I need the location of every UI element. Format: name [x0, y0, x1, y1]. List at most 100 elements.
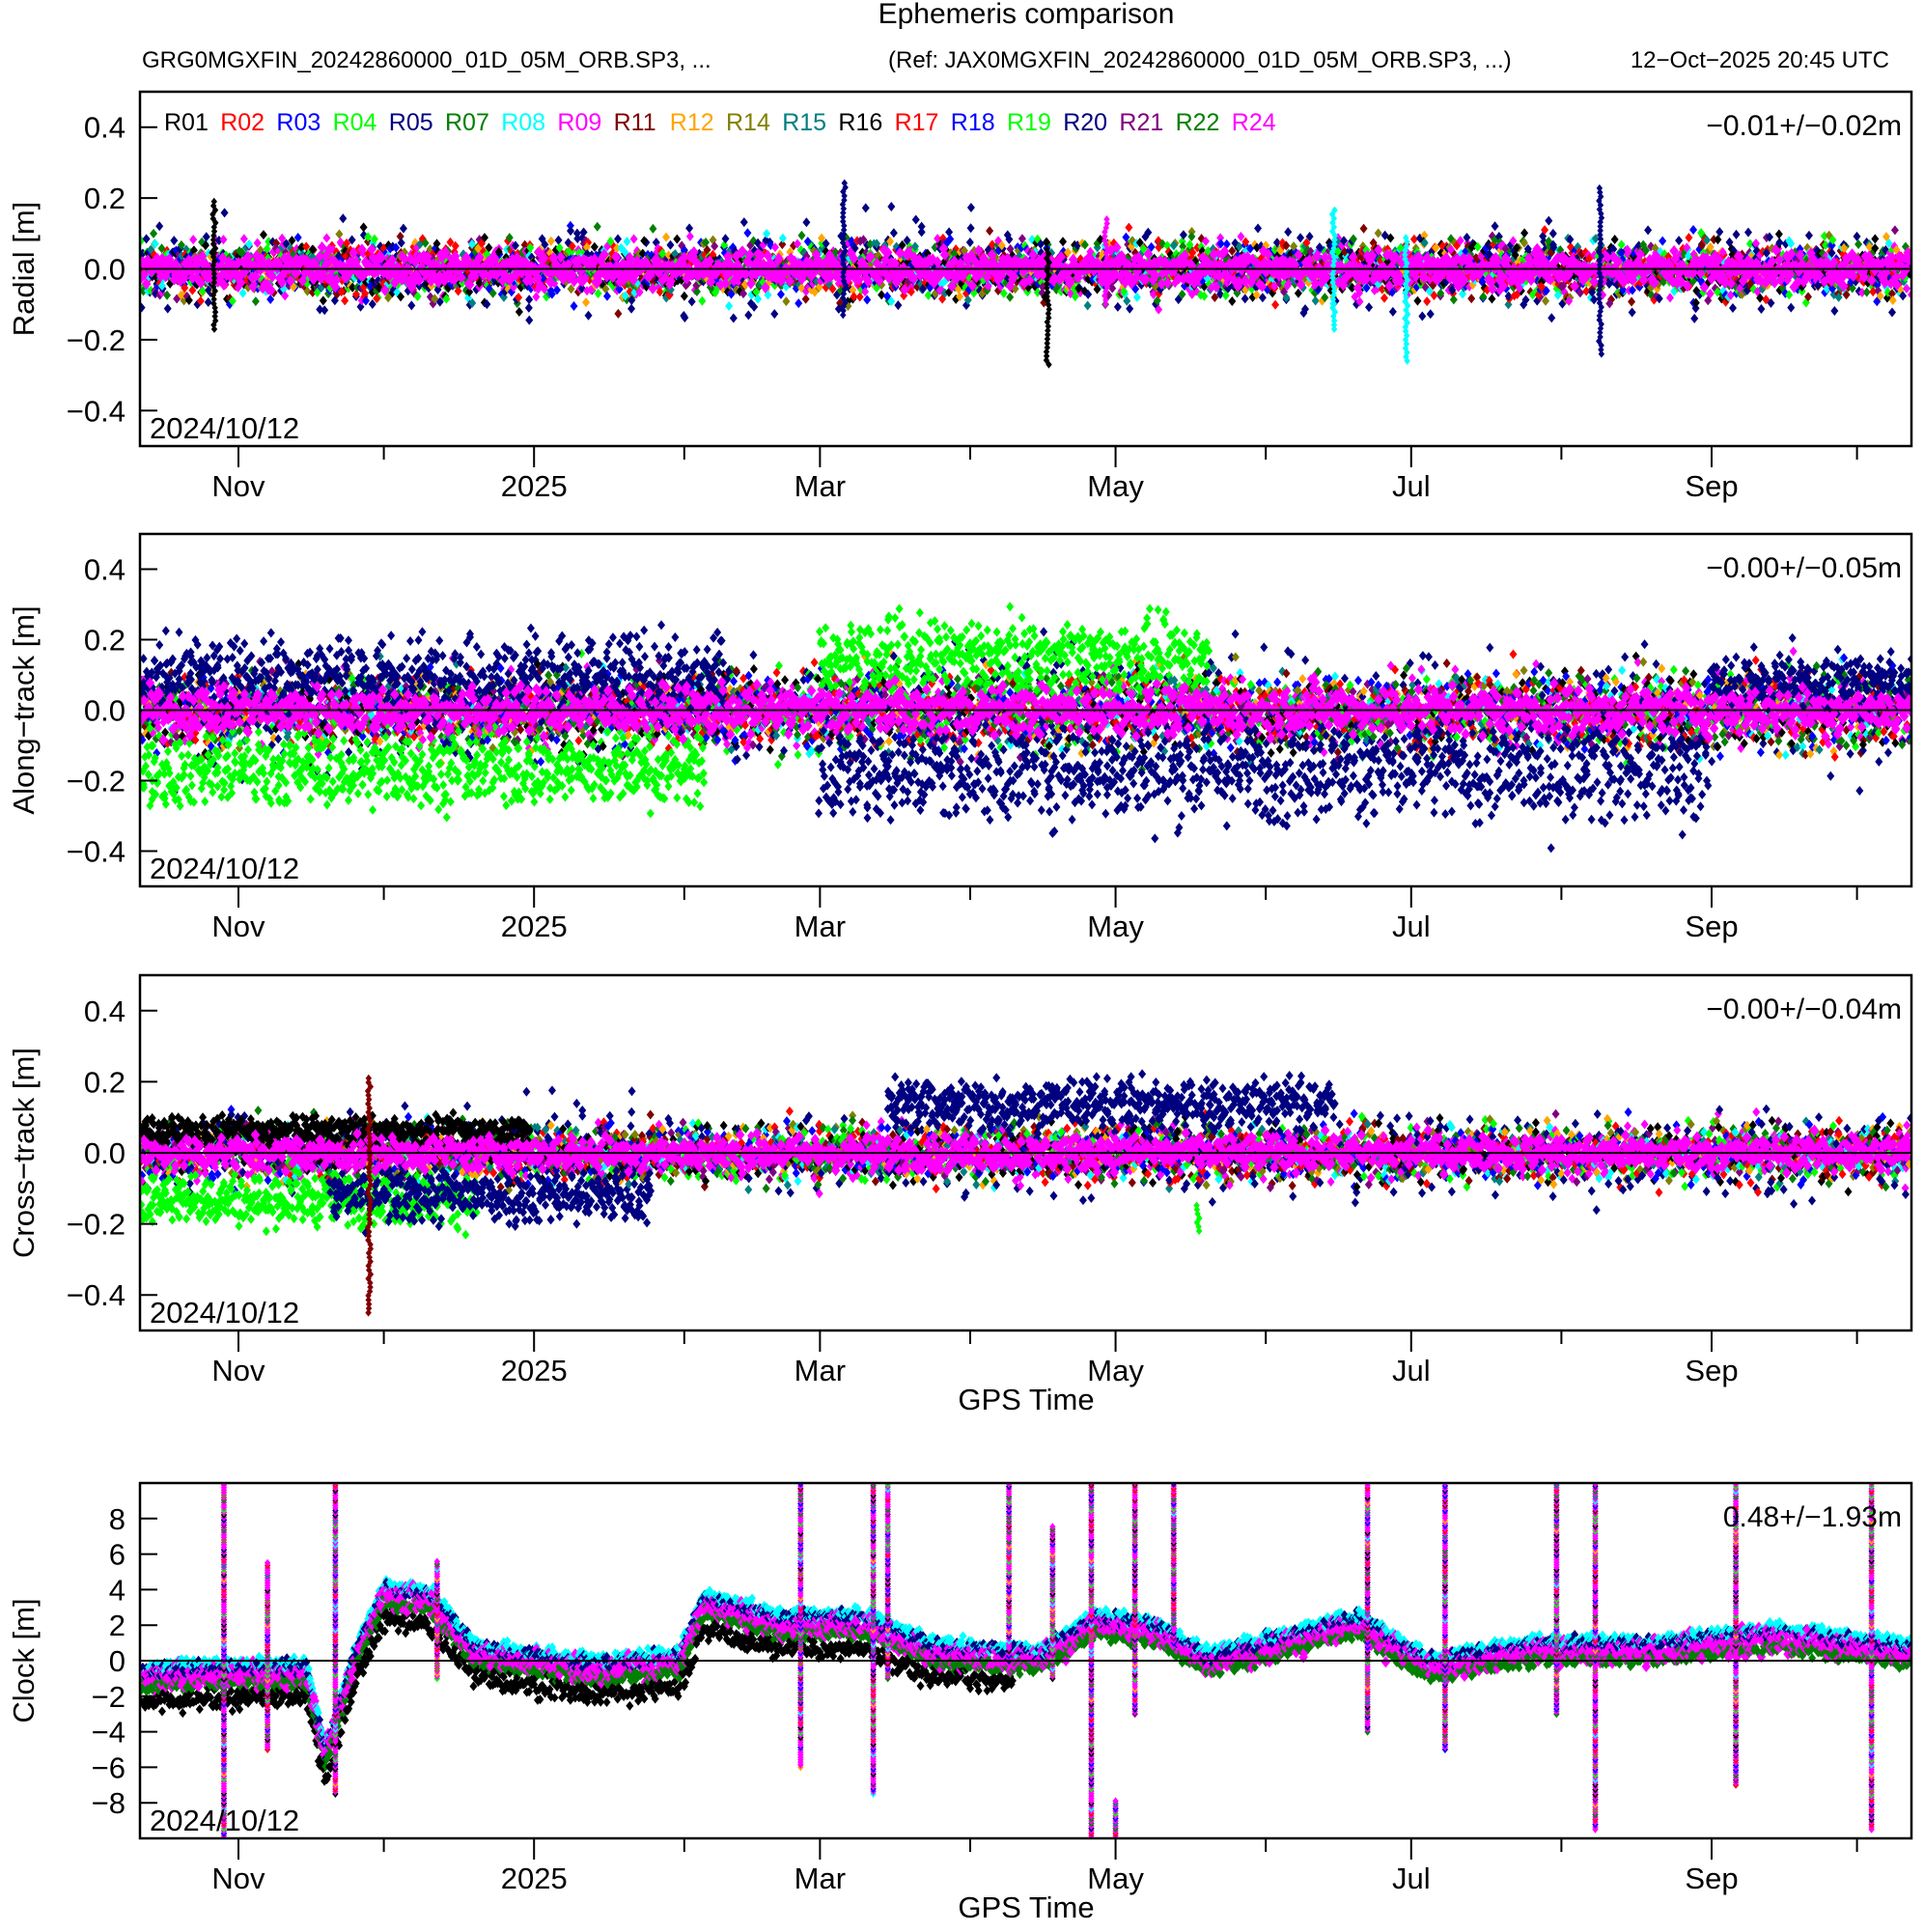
data-point	[376, 241, 385, 252]
data-point	[150, 228, 158, 238]
data-point	[1305, 231, 1314, 241]
data-point	[1216, 289, 1225, 299]
data-point	[1216, 238, 1225, 249]
data-point	[1178, 289, 1186, 299]
data-point	[163, 303, 172, 314]
data-point	[488, 288, 497, 298]
data-point	[1033, 287, 1042, 297]
data-point	[725, 301, 734, 312]
data-point	[794, 238, 802, 249]
data-point	[584, 310, 593, 321]
data-point	[627, 303, 636, 314]
data-point	[239, 234, 248, 244]
data-point	[655, 287, 664, 297]
data-point	[184, 295, 193, 306]
data-point	[887, 296, 896, 307]
data-point	[1520, 228, 1529, 238]
data-point	[582, 242, 591, 253]
data-point	[776, 289, 785, 299]
data-point	[511, 240, 519, 251]
data-point	[638, 248, 647, 259]
data-point	[525, 294, 534, 305]
data-point	[1064, 247, 1073, 258]
data-point	[510, 282, 518, 293]
data-point	[1187, 232, 1196, 242]
data-point	[546, 236, 555, 246]
data-point	[413, 291, 422, 301]
data-point	[1179, 230, 1187, 240]
data-point	[1854, 239, 1863, 250]
data-point	[465, 287, 474, 297]
data-point	[265, 237, 273, 247]
data-point	[750, 301, 759, 312]
data-point	[1228, 295, 1237, 306]
data-point	[802, 251, 811, 262]
data-point	[1290, 241, 1298, 252]
data-point	[1628, 307, 1636, 318]
data-point	[356, 301, 365, 312]
data-point	[1853, 231, 1861, 241]
data-point	[711, 241, 719, 252]
data-point	[313, 287, 321, 297]
data-point	[245, 239, 254, 250]
data-point	[157, 280, 166, 291]
data-point	[1675, 236, 1684, 246]
data-point	[1155, 304, 1163, 315]
data-point	[454, 286, 462, 296]
data-point	[1426, 309, 1435, 320]
data-point	[1321, 293, 1329, 303]
data-point	[1120, 286, 1129, 296]
data-point	[878, 290, 886, 300]
data-point	[170, 236, 179, 246]
data-point	[1689, 224, 1698, 235]
data-point	[532, 292, 541, 302]
data-point	[551, 244, 560, 255]
data-point	[1221, 291, 1230, 301]
data-point	[433, 285, 442, 295]
data-point	[703, 244, 711, 255]
data-point	[1732, 229, 1741, 239]
data-point	[1132, 292, 1141, 302]
data-point	[483, 299, 491, 310]
data-point	[1610, 234, 1619, 244]
data-point	[666, 239, 675, 250]
data-point	[1185, 239, 1194, 250]
data-point	[986, 226, 994, 237]
data-point	[1804, 230, 1813, 240]
data-point	[1479, 292, 1488, 302]
data-point	[547, 289, 556, 299]
data-point	[965, 237, 974, 247]
data-point	[281, 291, 290, 301]
data-point	[635, 287, 644, 297]
data-point	[1258, 293, 1267, 303]
data-point	[1113, 301, 1122, 312]
data-point	[739, 289, 748, 299]
data-point	[1359, 223, 1368, 234]
data-point	[1262, 240, 1270, 251]
data-point	[1083, 300, 1092, 311]
data-point	[220, 208, 229, 218]
data-point	[238, 288, 247, 298]
data-point	[151, 238, 159, 249]
data-point	[910, 241, 919, 252]
data-point	[621, 247, 629, 258]
data-point	[282, 238, 291, 249]
data-point	[1003, 230, 1012, 240]
data-point	[526, 242, 535, 253]
data-point	[1548, 313, 1556, 323]
data-point	[1272, 238, 1281, 248]
data-point	[863, 294, 872, 305]
data-point	[1179, 241, 1187, 252]
data-point	[1463, 233, 1471, 243]
data-point	[515, 307, 523, 318]
data-point	[1074, 283, 1083, 294]
data-point	[582, 297, 591, 308]
data-point	[1743, 227, 1752, 238]
data-point	[988, 239, 996, 250]
data-point	[614, 234, 623, 244]
data-point	[1418, 311, 1427, 322]
data-point	[263, 243, 271, 254]
data-point	[627, 295, 636, 306]
data-point	[999, 288, 1008, 298]
